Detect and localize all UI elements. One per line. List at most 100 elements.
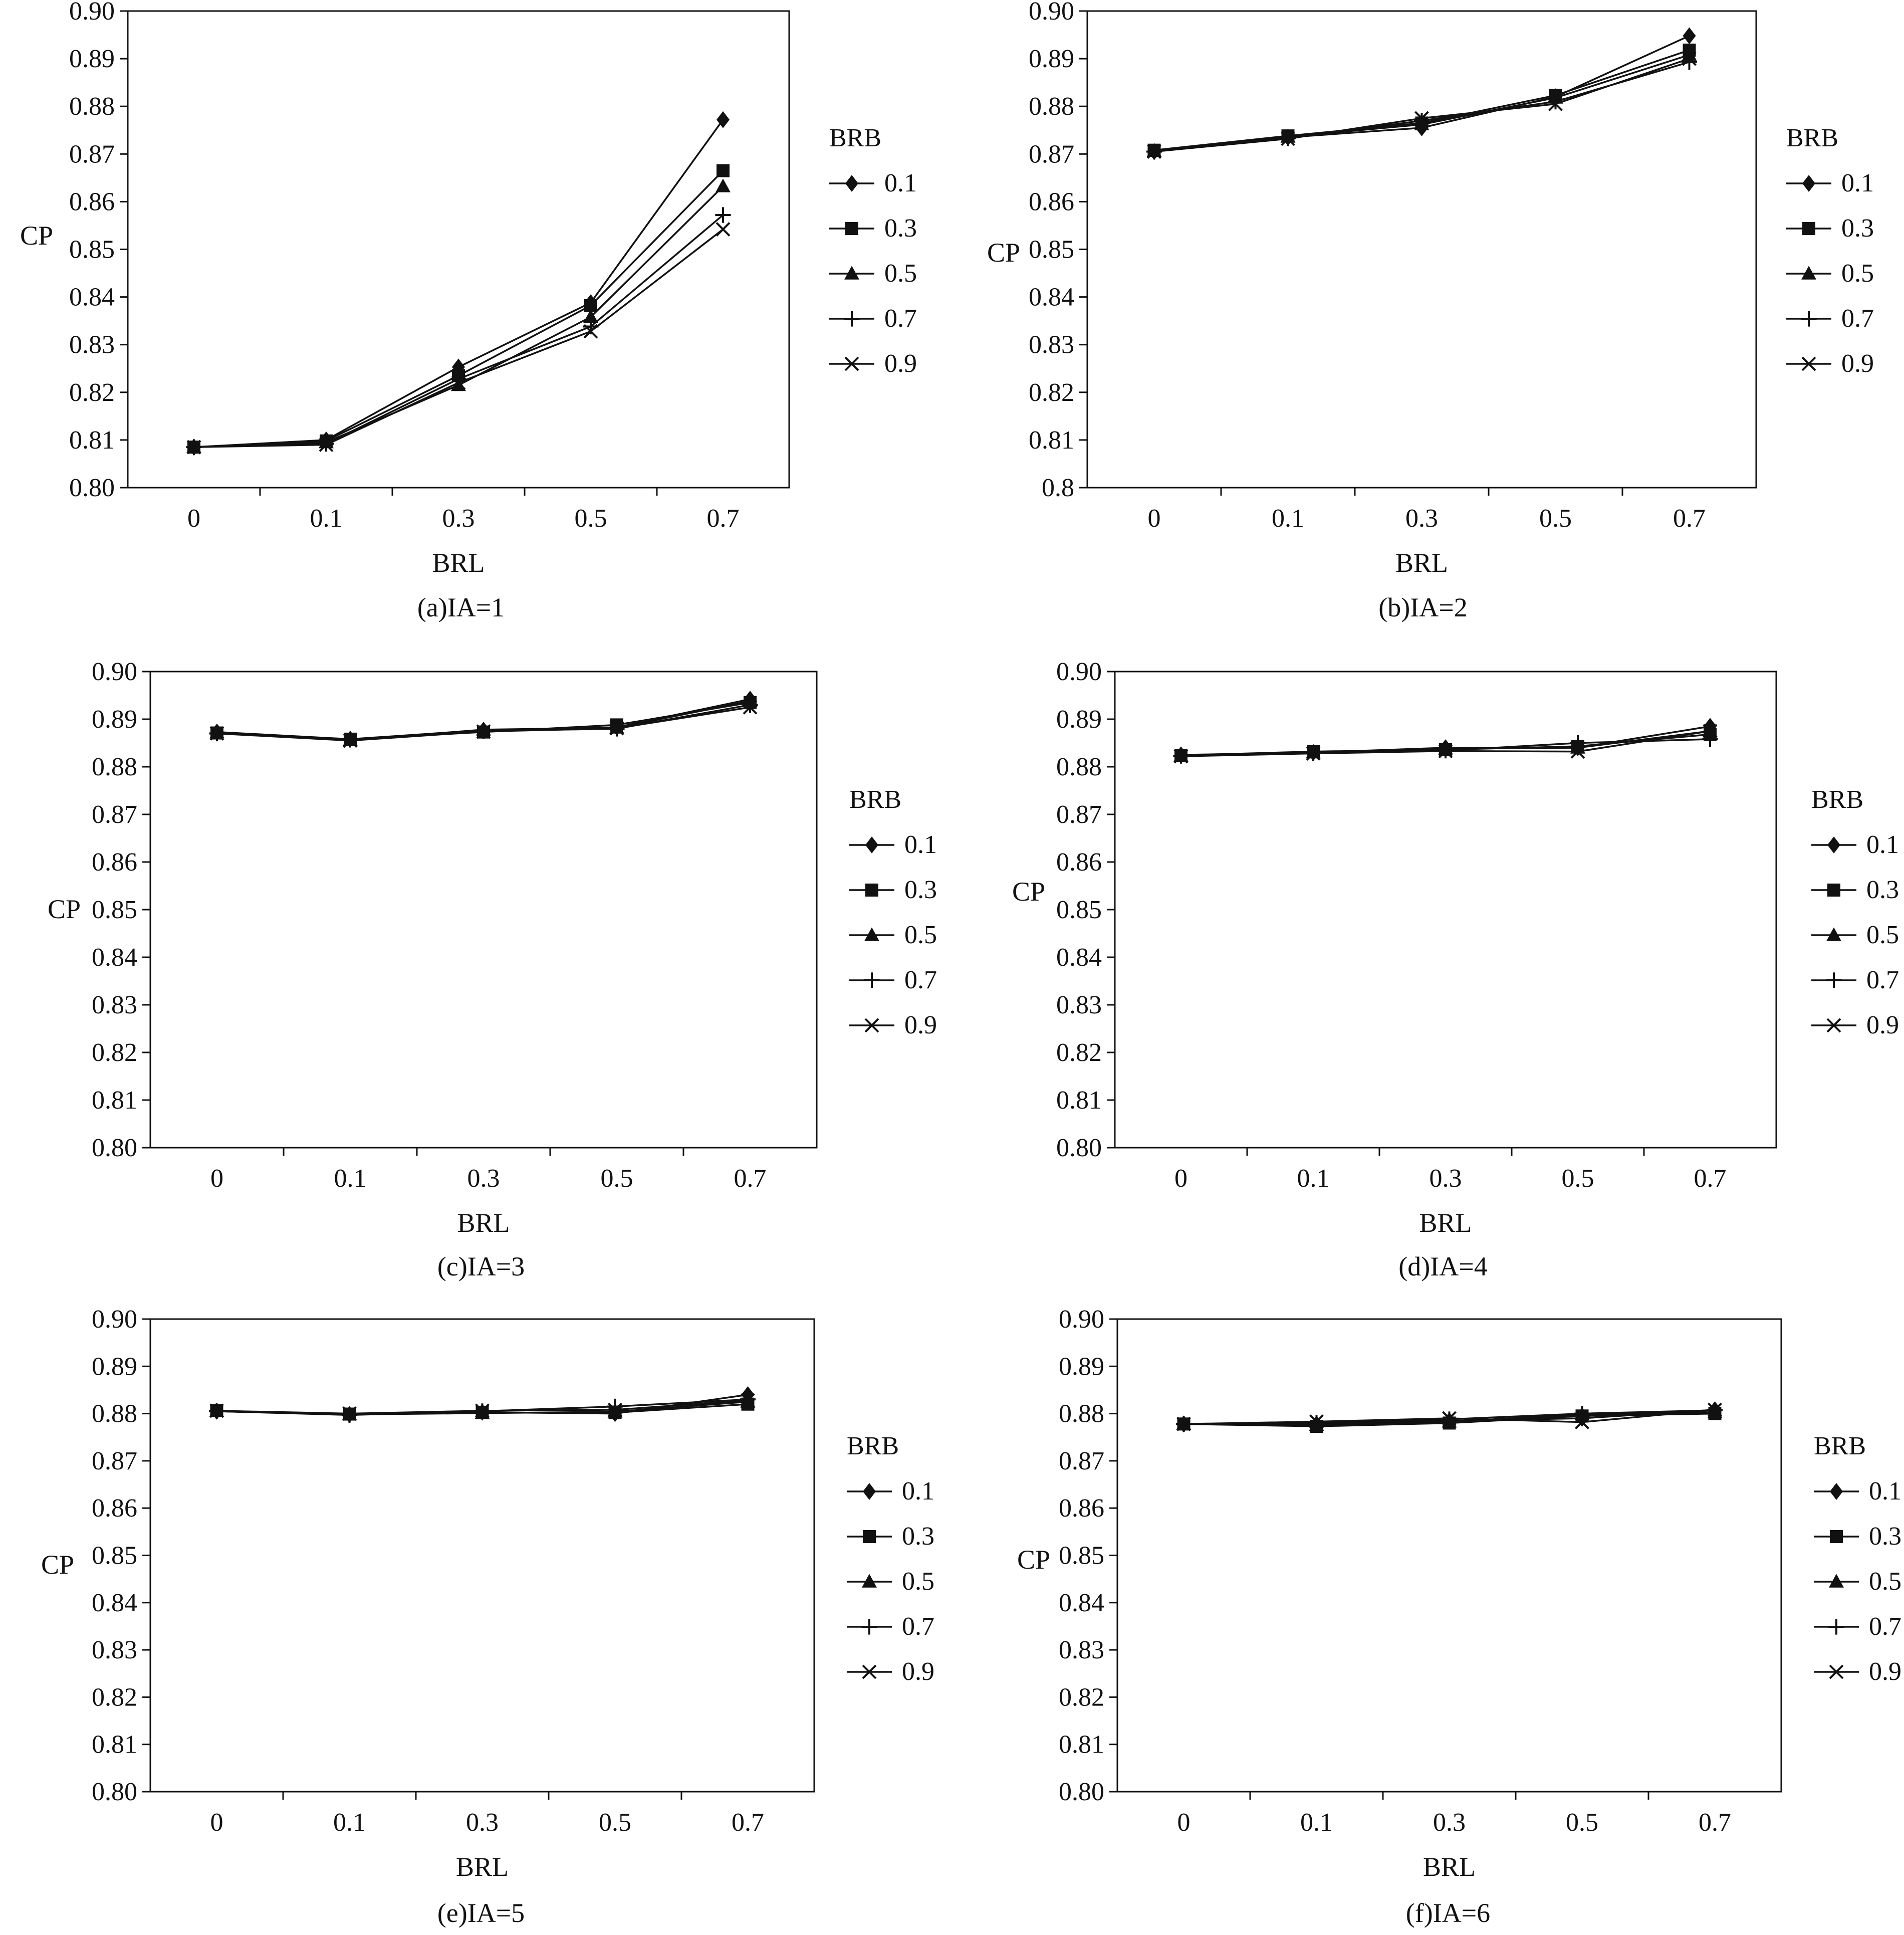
y-tick-label: 0.85 [1056,896,1102,924]
legend-label: 0.1 [1841,169,1874,197]
legend-label: 0.9 [904,1011,937,1039]
y-tick-label: 0.83 [69,331,115,359]
x-tick-label: 0.3 [1433,1808,1466,1837]
legend-title: BRB [849,785,901,814]
data-point [742,697,758,713]
legend-marker [1829,1664,1844,1679]
y-tick-label: 0.89 [69,45,115,73]
data-point [1308,1415,1325,1431]
data-point [1176,1416,1191,1431]
y-tick-label: 0.87 [92,800,137,829]
y-tick-label: 0.86 [92,848,137,877]
legend-marker [844,311,860,327]
y-tick-label: 0.83 [92,1636,137,1664]
series-line [193,229,724,448]
data-point [1548,97,1563,111]
legend-marker [861,1619,877,1635]
y-tick-label: 0.84 [1059,1589,1104,1617]
y-tick-label: 0.88 [92,753,137,781]
y-axis-title: CP [1012,877,1045,907]
y-tick-label: 0.81 [1056,1086,1102,1115]
y-axis-title: CP [1017,1545,1050,1575]
legend-marker [862,1664,877,1679]
legend-label: 0.7 [1869,1612,1901,1641]
data-point [1306,746,1321,761]
legend-marker [1801,356,1816,371]
legend-label: 0.3 [1869,1522,1901,1551]
x-tick-label: 0 [210,1164,223,1193]
plot-area [1086,10,1757,489]
data-point [1173,749,1188,764]
y-tick-label: 0.80 [92,1778,137,1806]
y-tick-label: 0.80 [69,474,115,502]
y-tick-label: 0.90 [69,0,115,26]
y-tick-label: 0.88 [1059,1400,1104,1428]
y-tick-label: 0.90 [1059,1305,1104,1334]
x-tick-label: 0.5 [1562,1164,1594,1193]
y-axis-title: CP [20,221,53,251]
legend-marker [1802,222,1815,235]
y-tick-label: 0.83 [1029,331,1074,359]
data-point [341,1407,358,1423]
legend-marker [863,1483,876,1500]
y-tick-label: 0.86 [92,1494,137,1523]
data-point [1570,744,1585,759]
data-point [1681,54,1698,70]
legend-label: 0.9 [1841,349,1874,378]
x-axis-title: BRL [432,548,485,578]
legend-marker [1828,1619,1844,1635]
y-tick-label: 0.90 [1056,658,1102,686]
y-tick-label: 0.88 [92,1400,137,1428]
x-tick-label: 0.1 [334,1164,367,1193]
legend-title: BRB [847,1432,899,1460]
y-tick-label: 0.81 [92,1731,137,1759]
x-tick-label: 0.7 [732,1808,764,1837]
data-point [209,726,224,741]
series-line [193,214,724,448]
y-tick-label: 0.82 [92,1683,137,1711]
y-tick-label: 0.88 [69,92,115,121]
legend-marker [844,356,859,371]
legend-label: 0.3 [902,1522,934,1551]
y-tick-label: 0.90 [1029,0,1074,26]
x-tick-label: 0.1 [1297,1164,1330,1193]
legend-label: 0.7 [1866,966,1899,994]
legend-label: 0.7 [902,1612,934,1641]
legend-marker [864,927,879,941]
data-point [343,733,358,748]
legend-label: 0.1 [1869,1477,1901,1506]
data-point [583,309,598,323]
legend-title: BRB [1811,785,1863,814]
x-tick-label: 0.5 [599,1808,631,1837]
legend-label: 0.3 [884,214,917,243]
data-point [717,164,730,177]
legend-marker [1827,836,1840,853]
x-tick-label: 0 [210,1808,223,1837]
y-tick-label: 0.89 [1029,45,1074,73]
data-point [715,207,731,223]
x-tick-label: 0.3 [442,504,475,533]
x-tick-label: 0.5 [575,504,607,533]
data-point [1281,131,1295,146]
chart-panel: 0.80 0.81 0.82 0.83 0.84 0.85 0.86 0.87 0.88 0.89… [48,658,937,1281]
data-point [608,1402,622,1417]
legend-marker [1826,927,1841,941]
x-tick-label: 0 [1174,1164,1187,1193]
series-line [1154,54,1690,152]
legend-label: 0.5 [884,259,917,288]
legend-marker [865,884,878,897]
data-point [186,440,201,455]
legend-marker [1830,1530,1843,1543]
legend-label: 0.5 [1869,1567,1901,1596]
x-axis-title: BRL [456,1852,509,1882]
legend-marker [864,1018,879,1033]
legend-label: 0.3 [1841,214,1874,243]
legend-marker [1801,266,1816,280]
x-axis-title: BRL [1423,1852,1476,1882]
x-tick-label: 0.3 [1430,1164,1462,1193]
y-tick-label: 0.86 [1059,1494,1104,1523]
y-tick-label: 0.85 [92,1542,137,1570]
legend-marker [844,266,859,280]
legend-label: 0.9 [884,349,917,378]
data-point [716,222,731,237]
